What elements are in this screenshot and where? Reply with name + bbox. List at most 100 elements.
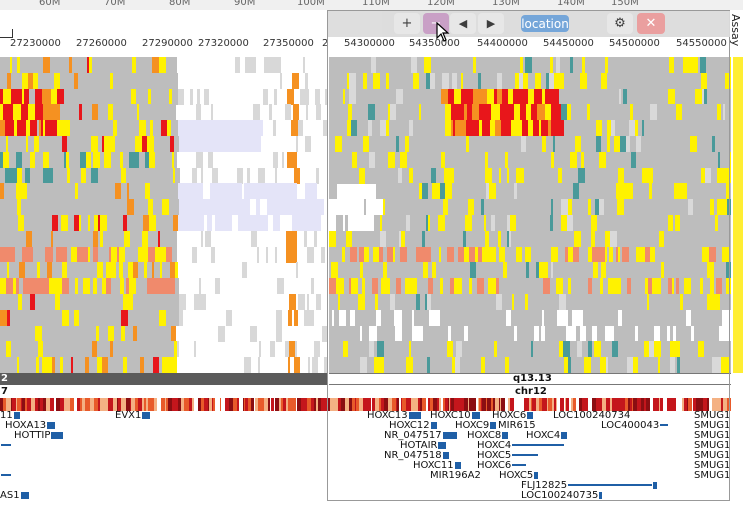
heatmap-cell	[129, 278, 136, 295]
heatmap-cell	[405, 136, 409, 152]
heatmap-cell	[442, 341, 447, 358]
gene-feature[interactable]: HOXC4	[477, 441, 565, 451]
heatmap-cell	[347, 72, 349, 89]
gene-arrow[interactable]	[0, 471, 11, 481]
gene-feature[interactable]: SMUG1	[694, 450, 731, 461]
gene-feature[interactable]: HOXC12	[389, 421, 437, 431]
gene-feature[interactable]: HOXC9	[455, 421, 497, 431]
gene-arrow[interactable]	[0, 441, 11, 451]
heatmap-cell	[643, 199, 650, 216]
gene-feature[interactable]: MIR615	[498, 420, 536, 431]
heatmap-cell	[292, 151, 297, 168]
heatmap-cell	[416, 120, 423, 137]
heatmap-cell	[48, 199, 53, 216]
heatmap-cell	[52, 215, 58, 231]
heatmap-cell	[565, 183, 569, 200]
settings-button[interactable]: ⚙	[607, 13, 633, 34]
heatmap-cell	[172, 278, 175, 295]
heatmap-cell	[661, 294, 668, 310]
pan-right-button[interactable]: ▶	[478, 13, 504, 34]
gene-feature[interactable]: HOTTIP	[14, 431, 64, 441]
heatmap-cell	[486, 183, 489, 200]
gene-feature[interactable]: HOTAIR	[400, 441, 447, 451]
heatmap-cell	[160, 246, 166, 263]
heatmap-cell	[59, 167, 64, 184]
heatmap-cell	[449, 72, 452, 89]
heatmap-cell	[601, 262, 606, 279]
heatmap-cell	[596, 136, 601, 152]
gene-feature[interactable]: HOXC10	[430, 411, 480, 421]
heatmap-cell	[85, 136, 91, 152]
gene-feature[interactable]: 11	[0, 411, 20, 421]
gene-feature[interactable]: HOXC4	[526, 431, 568, 441]
heatmap-cell	[665, 88, 668, 105]
gene-feature[interactable]: NR_047517	[384, 431, 457, 441]
heatmap-cell	[438, 104, 445, 121]
gene-feature[interactable]: LOC400043	[601, 421, 669, 431]
heatmap-cell	[729, 183, 731, 200]
heatmap-cell	[237, 199, 243, 216]
coordinate-label: 27320000	[198, 38, 249, 49]
heatmap-cell	[118, 72, 124, 89]
gene-feature[interactable]: AS1	[0, 491, 29, 501]
heatmap-cell	[412, 199, 418, 216]
gene-feature[interactable]: HOXC6	[477, 461, 527, 471]
gene-feature[interactable]: HOXC5	[499, 471, 539, 481]
heatmap-cell	[304, 230, 307, 247]
annotation-segment	[194, 398, 198, 411]
gene-feature[interactable]: SMUG1	[694, 420, 731, 431]
heatmap-cell	[178, 120, 181, 137]
heatmap-cell	[155, 246, 160, 263]
gene-feature[interactable]: MIR196A2	[430, 470, 481, 481]
gene-feature[interactable]: NR_047518	[384, 451, 449, 461]
heatmap-cell	[72, 72, 74, 89]
heatmap-cell	[633, 57, 635, 73]
annotation-segment	[571, 398, 573, 411]
gene-feature[interactable]: SMUG1	[694, 470, 731, 481]
heatmap-cell	[456, 136, 461, 152]
heatmap-cell	[270, 341, 275, 358]
heatmap-cell	[173, 167, 175, 184]
heatmap-cell	[388, 104, 390, 121]
gene-feature[interactable]: HOXC8	[467, 431, 509, 441]
heatmap-cell	[633, 215, 640, 231]
heatmap-left-panel[interactable]	[0, 57, 327, 373]
heatmap-cell	[476, 151, 481, 168]
gene-feature[interactable]: HOXA13	[5, 421, 56, 431]
zoom-view-frame[interactable]	[327, 10, 730, 501]
heatmap-cell	[335, 136, 342, 152]
gene-feature[interactable]: FLJ12825	[521, 481, 658, 491]
heatmap-cell	[490, 294, 496, 310]
heatmap-cell	[545, 88, 552, 105]
heatmap-cell	[233, 183, 238, 200]
heatmap-cell	[380, 151, 382, 168]
heatmap-cell	[374, 357, 377, 373]
heatmap-cell	[27, 183, 29, 200]
heatmap-cell	[19, 262, 25, 279]
heatmap-cell	[685, 136, 690, 152]
gene-feature[interactable]: HOXC11	[413, 461, 461, 471]
zoom-in-button[interactable]: +	[394, 13, 420, 34]
gene-feature[interactable]: LOC100240735	[521, 491, 603, 501]
pan-left-button[interactable]: ◀	[450, 13, 476, 34]
gene-feature[interactable]: SMUG1	[694, 430, 731, 441]
heatmap-cell	[646, 72, 652, 89]
heatmap-cell	[337, 325, 339, 342]
gene-feature[interactable]: SMUG1	[694, 410, 731, 421]
gene-feature[interactable]: LOC100240734	[553, 410, 631, 421]
heatmap-cell	[694, 167, 701, 184]
location-button[interactable]: location	[521, 15, 569, 32]
close-button[interactable]: ✕	[637, 13, 665, 34]
heatmap-cell	[42, 294, 48, 310]
gene-feature[interactable]: EVX1	[115, 411, 151, 421]
annotation-segment	[557, 398, 560, 411]
gene-feature[interactable]: HOXC6	[492, 411, 534, 421]
heatmap-cell	[677, 167, 681, 184]
gene-feature[interactable]: SMUG1	[694, 440, 731, 451]
gene-feature[interactable]: SMUG1	[694, 460, 731, 471]
gene-feature[interactable]: HOXC5	[477, 451, 539, 461]
heatmap-cell	[178, 215, 184, 231]
heatmap-right-panel[interactable]	[329, 57, 731, 373]
heatmap-cell	[363, 72, 367, 89]
gene-feature[interactable]: HOXC13	[367, 411, 421, 421]
